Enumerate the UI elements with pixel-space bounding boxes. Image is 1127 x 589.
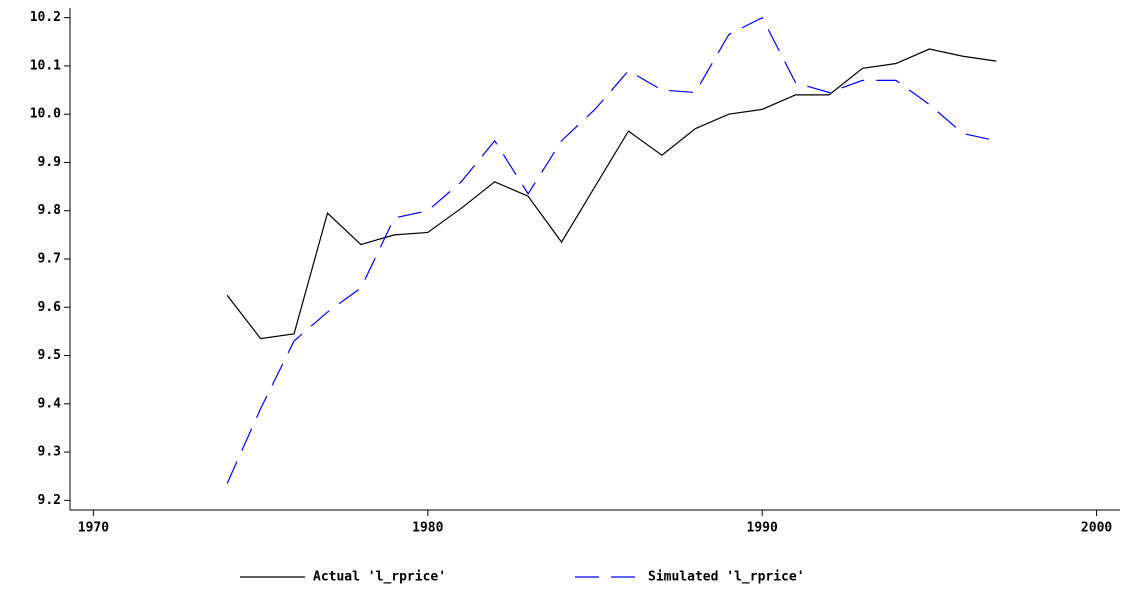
y-tick-label: 10.1 (30, 58, 61, 73)
y-tick-label: 10.2 (30, 10, 61, 25)
series-line (226, 16, 997, 484)
y-tick-label: 9.3 (38, 445, 61, 460)
series-line (226, 48, 997, 340)
legend-label: Actual 'l_rprice' (313, 570, 446, 585)
y-tick-label: 9.8 (38, 203, 62, 218)
y-tick-label: 9.9 (38, 155, 61, 170)
y-tick-label: 9.6 (38, 300, 62, 315)
x-tick-label: 1990 (747, 521, 778, 536)
y-tick-label: 9.2 (38, 493, 61, 508)
legend-label: Simulated 'l_rprice' (648, 570, 805, 585)
x-tick-label: 2000 (1081, 521, 1112, 536)
y-tick-label: 9.5 (38, 348, 61, 363)
x-tick-label: 1970 (78, 521, 109, 536)
x-tick-label: 1980 (412, 521, 443, 536)
y-tick-label: 10.0 (30, 107, 61, 122)
y-tick-label: 9.4 (38, 396, 62, 411)
y-tick-label: 9.7 (38, 252, 61, 267)
